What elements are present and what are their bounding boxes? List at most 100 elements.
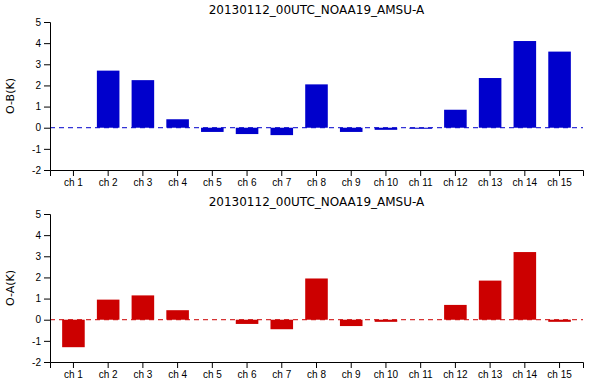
tick: ch 7: [272, 170, 291, 188]
tick: ch 1: [64, 170, 83, 188]
tick-mark: [142, 362, 143, 368]
tick-mark: [44, 362, 50, 363]
tick: ch 12: [443, 170, 468, 188]
bar: [236, 128, 259, 134]
tick-mark: [351, 170, 352, 176]
tick: ch 3: [133, 170, 152, 188]
tick-mark: [559, 362, 560, 368]
tick-label: -2: [32, 357, 41, 368]
tick-mark: [44, 299, 50, 300]
tick-label: ch 9: [342, 177, 361, 188]
tick-label: ch 15: [547, 369, 572, 380]
tick-label: ch 11: [409, 369, 433, 380]
tick: ch 7: [272, 362, 291, 380]
bar: [132, 80, 155, 128]
axis-line: [51, 171, 584, 177]
tick-label: ch 8: [307, 369, 326, 380]
tick-mark: [44, 149, 50, 150]
tick: ch 2: [99, 170, 118, 188]
tick-label: ch 1: [64, 369, 83, 380]
tick: 2: [35, 80, 50, 91]
tick: 4: [35, 230, 50, 241]
tick-mark: [44, 235, 50, 236]
tick-mark: [316, 170, 317, 176]
bar: [97, 71, 120, 128]
tick-mark: [108, 170, 109, 176]
tick-label: 5: [35, 17, 41, 28]
tick: 1: [35, 293, 50, 304]
bar: [270, 320, 293, 330]
tick: 5: [35, 209, 50, 220]
tick-label: -1: [32, 336, 41, 347]
tick-label: ch 2: [99, 177, 118, 188]
tick-mark: [247, 170, 248, 176]
bar: [236, 320, 259, 324]
tick-label: ch 10: [374, 369, 399, 380]
bar: [444, 305, 467, 320]
tick-label: ch 14: [513, 177, 538, 188]
tick-label: 3: [35, 251, 41, 262]
tick-label: ch 15: [547, 177, 572, 188]
tick-label: -2: [32, 165, 41, 176]
bar: [97, 300, 120, 320]
tick: 2: [35, 272, 50, 283]
tick-mark: [44, 128, 50, 129]
axis-line: [51, 363, 584, 369]
tick-mark: [44, 214, 50, 215]
tick-label: ch 4: [168, 369, 187, 380]
tick-mark: [44, 256, 50, 257]
tick-mark: [44, 64, 50, 65]
tick-label: -1: [32, 144, 41, 155]
x-axis: ch 1ch 2ch 3ch 4ch 5ch 6ch 7ch 8ch 9ch 1…: [51, 362, 584, 380]
bar: [132, 295, 155, 319]
tick-label: ch 14: [513, 369, 538, 380]
panel: -2-1012345ch 1ch 2ch 3ch 4ch 5ch 6ch 7ch…: [4, 195, 584, 380]
tick-label: ch 11: [409, 177, 433, 188]
bar: [305, 278, 328, 319]
x-axis: ch 1 ch 2 ch 3 ch 4 ch 5 ch 6 ch 7 ch 8 ch 9 ch 1…: [51, 170, 584, 188]
tick-label: ch 13: [478, 369, 503, 380]
tick: ch 9: [342, 170, 361, 188]
tick-mark: [44, 320, 50, 321]
tick: ch 13: [478, 170, 503, 188]
bar: [479, 78, 502, 128]
tick-mark: [44, 43, 50, 44]
bar: [340, 128, 363, 132]
tick-label: ch 12: [443, 369, 468, 380]
tick-label: ch 6: [238, 177, 257, 188]
tick: ch 15: [547, 170, 572, 188]
tick: ch 6: [238, 170, 257, 188]
tick-mark: [108, 362, 109, 368]
tick: 1: [35, 101, 50, 112]
tick: ch 10: [374, 362, 399, 380]
tick: ch 5: [203, 170, 222, 188]
bar: [166, 119, 189, 127]
tick: ch 4: [168, 170, 187, 188]
tick-mark: [44, 22, 50, 23]
tick-mark: [420, 170, 421, 176]
tick-label: 5: [35, 209, 41, 220]
tick: 4: [35, 38, 50, 49]
tick-label: 4: [35, 38, 41, 49]
bar: [62, 320, 85, 347]
tick-mark: [142, 170, 143, 176]
zero-line: [50, 127, 583, 128]
tick-label: 2: [35, 80, 41, 91]
tick-mark: [44, 341, 50, 342]
tick: ch 11: [409, 362, 433, 380]
tick-mark: [177, 362, 178, 368]
tick-mark: [385, 170, 386, 176]
tick: ch 6: [238, 362, 257, 380]
tick-label: ch 8: [307, 177, 326, 188]
tick-label: 3: [35, 59, 41, 70]
bar: [548, 52, 571, 128]
tick: 0: [35, 122, 50, 133]
tick-mark: [385, 362, 386, 368]
tick-label: ch 5: [203, 369, 222, 380]
plot-area: [50, 252, 583, 347]
tick-mark: [177, 170, 178, 176]
y-axis-label: O-A(K): [4, 270, 17, 306]
tick-mark: [490, 170, 491, 176]
bar: [270, 128, 293, 135]
tick-mark: [281, 170, 282, 176]
